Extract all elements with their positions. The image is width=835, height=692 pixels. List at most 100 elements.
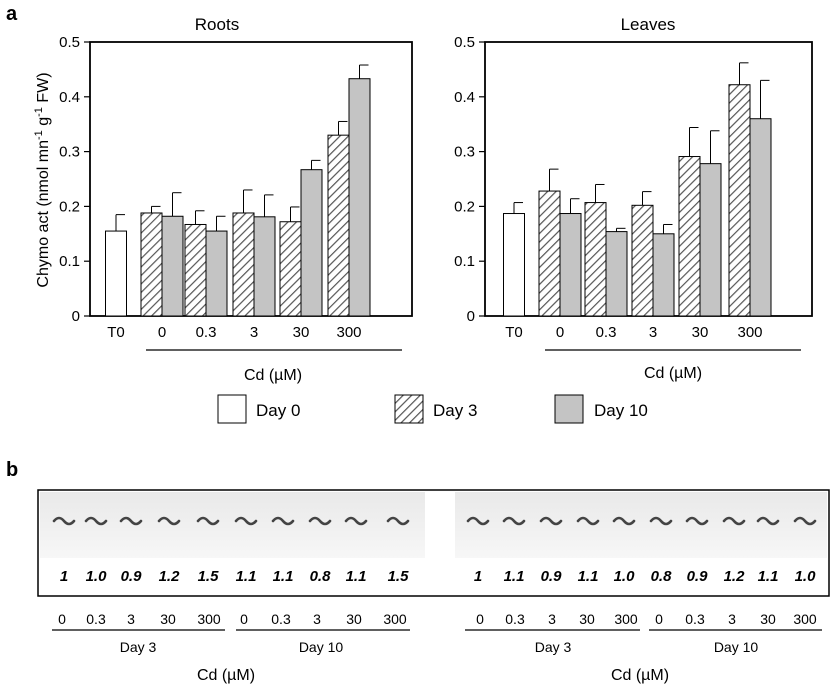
leaves-bar	[678, 156, 701, 317]
blot-right-ratio: 1.1	[758, 568, 779, 585]
blot-right-conc-label: 0	[655, 611, 663, 627]
blot-right-conc-label: 0	[476, 611, 484, 627]
legend-day10-swatch	[554, 394, 584, 424]
leaves-bar	[584, 202, 607, 317]
blot-left-conc-label: 30	[346, 611, 362, 627]
blot-left-band	[386, 516, 410, 526]
legend: Day 0 Day 3 Day 10	[217, 394, 648, 424]
blot-image-left	[40, 492, 425, 558]
panel-label-b: b	[6, 459, 18, 481]
roots-bar	[253, 216, 276, 317]
blot-left-band	[157, 516, 181, 526]
leaves-x-tick-label: 0	[556, 324, 564, 341]
blot-right-ratio: 1.2	[724, 568, 746, 585]
blot-left-conc-label: 0	[240, 611, 248, 627]
blot-left-ratio: 1.1	[236, 568, 257, 585]
roots-bar	[140, 212, 163, 317]
blot-right-band	[576, 516, 600, 526]
roots-chart-title: Roots	[195, 15, 239, 34]
blot-right-band	[502, 516, 526, 526]
blot-right-ratio: 0.9	[541, 568, 563, 585]
blot-right-conc-label: 300	[614, 611, 638, 627]
roots-y-tick-label: 0.2	[59, 198, 80, 215]
blot-left-conc-label: 0.3	[271, 611, 291, 627]
legend-day0-label: Day 0	[256, 401, 300, 420]
roots-bar	[105, 230, 127, 317]
leaves-x-tick-label: 30	[692, 324, 709, 341]
roots-bar	[161, 215, 184, 317]
roots-x-tick-label: 30	[293, 324, 310, 341]
leaves-bar	[605, 231, 628, 317]
roots-x-tick-label: 3	[250, 324, 258, 341]
legend-day0-swatch	[217, 394, 247, 424]
roots-x-tick-label: 0	[158, 324, 166, 341]
blot-right-ratio: 1.1	[504, 568, 525, 585]
blot-left-band	[308, 516, 332, 526]
blot-right-cd-label: Cd (µM)	[611, 667, 669, 684]
roots-bar	[232, 212, 255, 317]
roots-bar	[205, 230, 228, 317]
blot-left-ratio: 1.5	[198, 568, 220, 585]
blot-left-band	[234, 516, 258, 526]
blot-right-ratio: 1.0	[795, 568, 817, 585]
roots-bar	[327, 134, 350, 317]
blot-right-band	[722, 516, 746, 526]
leaves-bar	[749, 118, 772, 317]
blot-right-ratio: 0.8	[651, 568, 673, 585]
roots-y-tick-label: 0.3	[59, 144, 80, 161]
roots-x-tick-label: T0	[107, 324, 125, 341]
blot-left-day-label: Day 3	[120, 639, 157, 655]
blot-right-conc-label: 30	[579, 611, 595, 627]
blot-right-ratio: 0.9	[687, 568, 709, 585]
leaves-bar	[538, 190, 561, 317]
blot-left-conc-label: 0.3	[86, 611, 106, 627]
blot-right-band	[756, 516, 780, 526]
leaves-y-tick-label: 0.1	[454, 253, 475, 270]
blot-right-conc-label: 300	[793, 611, 817, 627]
leaves-bar	[631, 204, 654, 317]
leaves-y-tick-label: 0.2	[454, 198, 475, 215]
blot-left-conc-label: 300	[197, 611, 221, 627]
roots-y-tick-label: 0.4	[59, 89, 80, 106]
blot-left-ratio: 1.1	[273, 568, 294, 585]
leaves-y-tick-label: 0.4	[454, 89, 475, 106]
blot-right-ratio: 1.1	[578, 568, 599, 585]
blot-left-conc-label: 300	[383, 611, 407, 627]
blot-right-band	[649, 516, 673, 526]
roots-bar	[279, 221, 302, 317]
blot-right-conc-label: 3	[728, 611, 736, 627]
blot-left-conc-label: 0	[58, 611, 66, 627]
leaves-chart-title: Leaves	[621, 15, 676, 34]
blot-left-ratio: 0.8	[310, 568, 332, 585]
blot-right-conc-label: 0.3	[505, 611, 525, 627]
blot-left-band	[84, 516, 108, 526]
roots-y-tick-label: 0	[72, 308, 80, 325]
leaves-x-tick-label: T0	[505, 324, 523, 341]
blot-right-conc-label: 3	[548, 611, 556, 627]
leaves-bar	[652, 233, 675, 317]
leaves-x-axis-label: Cd (µM)	[644, 365, 702, 382]
blot-right-day-label: Day 3	[535, 639, 572, 655]
blot-right-band	[539, 516, 563, 526]
blot-left-ratio: 1.1	[346, 568, 367, 585]
blot-image-right	[455, 492, 827, 558]
leaves-x-tick-label: 0.3	[596, 324, 617, 341]
leaves-bar	[728, 84, 751, 317]
blot-left-band	[196, 516, 220, 526]
leaves-bar	[503, 213, 525, 317]
legend-day3-label: Day 3	[433, 401, 477, 420]
y-axis-label: Chymo act (nmol mn-1 g-1 FW)	[33, 72, 52, 287]
blot-right-ratio: 1.0	[614, 568, 636, 585]
blot-right-band	[612, 516, 636, 526]
blot-right-conc-label: 30	[760, 611, 776, 627]
blot-left-band	[52, 516, 76, 526]
blot-right-band	[793, 516, 817, 526]
roots-bar	[300, 169, 323, 317]
blot-left-day-label: Day 10	[299, 639, 344, 655]
leaves-x-tick-label: 3	[649, 324, 657, 341]
blot-right-band	[685, 516, 709, 526]
leaves-y-tick-label: 0.3	[454, 144, 475, 161]
blot-left-ratio: 1.5	[388, 568, 410, 585]
blot-left-band	[271, 516, 295, 526]
